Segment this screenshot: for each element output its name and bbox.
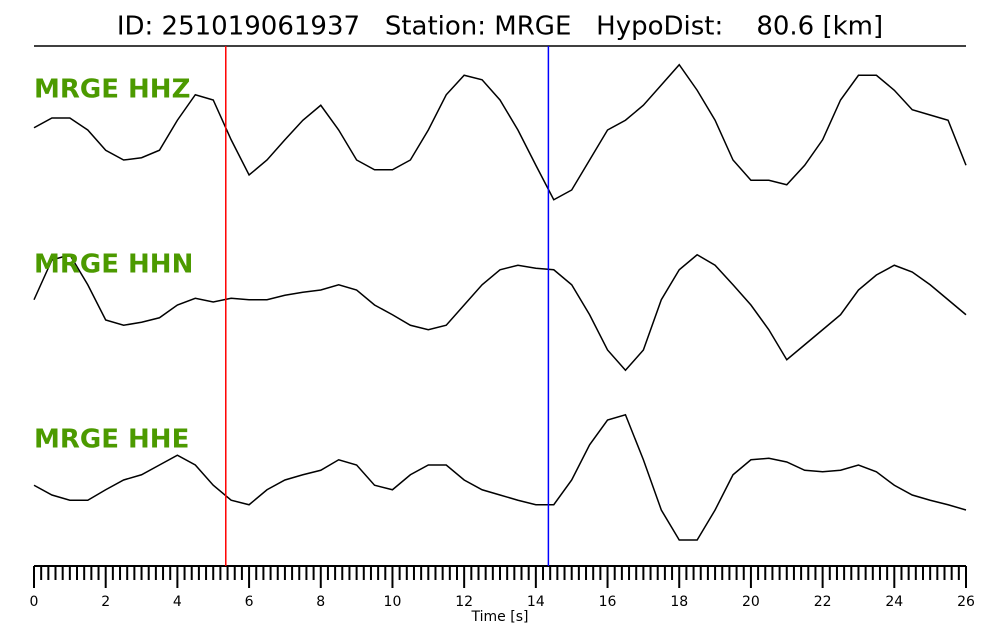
x-tick-label: 6 <box>245 594 254 610</box>
x-axis-label: Time [s] <box>471 609 529 625</box>
waveform <box>33 413 967 541</box>
channel-label: MRGE HHN <box>34 250 193 280</box>
waveform <box>33 63 967 201</box>
x-tick-label: 4 <box>173 594 182 610</box>
x-tick-label: 10 <box>384 594 402 610</box>
x-tick-label: 14 <box>527 594 545 610</box>
chart-title: ID: 251019061937 Station: MRGE HypoDist:… <box>117 12 883 42</box>
x-tick-label: 0 <box>30 594 39 610</box>
x-tick-label: 8 <box>316 594 325 610</box>
waveform <box>33 253 967 372</box>
x-tick-label: 16 <box>599 594 617 610</box>
x-tick-label: 2 <box>101 594 110 610</box>
channel-label: MRGE HHZ <box>34 75 190 105</box>
x-tick-label: 12 <box>455 594 473 610</box>
x-tick-label: 18 <box>670 594 688 610</box>
x-tick-label: 24 <box>885 594 903 610</box>
x-tick-label: 22 <box>814 594 832 610</box>
x-tick-label: 26 <box>957 594 975 610</box>
channel-label: MRGE HHE <box>34 425 189 455</box>
x-tick-label: 20 <box>742 594 760 610</box>
